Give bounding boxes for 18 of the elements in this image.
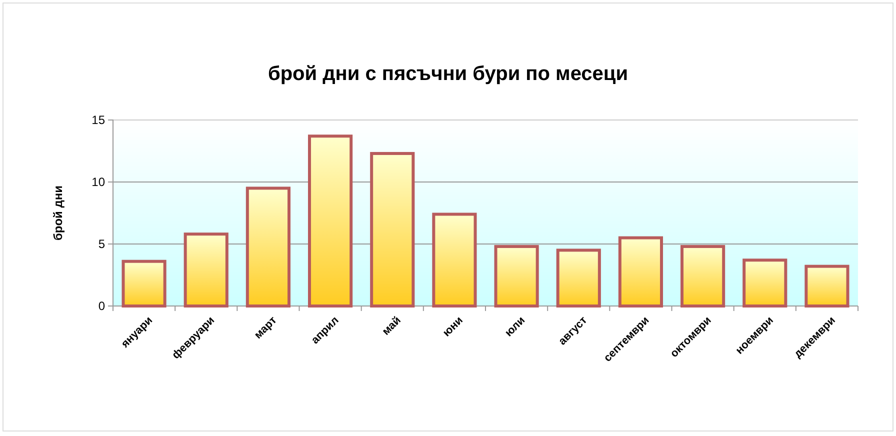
- bar: [184, 232, 228, 308]
- bar: [680, 244, 726, 308]
- y-tick-label: 15: [92, 112, 106, 127]
- bar: [432, 212, 477, 308]
- y-tick-label: 5: [98, 236, 106, 251]
- bar: [494, 244, 539, 308]
- bar: [122, 260, 166, 308]
- bar: [370, 152, 415, 308]
- bar: [308, 134, 353, 308]
- bar: [246, 186, 291, 308]
- bar: [618, 236, 664, 308]
- y-tick-label: 10: [92, 174, 106, 189]
- y-tick-label: 0: [98, 298, 106, 313]
- bar: [742, 258, 788, 308]
- bar: [556, 248, 601, 308]
- bar: [804, 264, 850, 308]
- y-axis-title: брой дни: [51, 185, 65, 241]
- chart-title: брой дни с пясъчни бури по месеци: [268, 63, 628, 85]
